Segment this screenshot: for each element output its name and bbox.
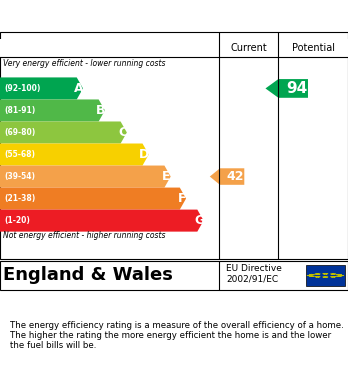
Polygon shape (0, 210, 204, 231)
Text: 42: 42 (227, 170, 244, 183)
Text: (1-20): (1-20) (4, 216, 30, 225)
Polygon shape (266, 79, 308, 98)
Text: C: C (118, 126, 127, 139)
Text: Very energy efficient - lower running costs: Very energy efficient - lower running co… (3, 59, 166, 68)
Text: (92-100): (92-100) (4, 84, 41, 93)
Text: EU Directive
2002/91/EC: EU Directive 2002/91/EC (226, 264, 282, 284)
Text: A: A (74, 82, 84, 95)
Text: D: D (139, 148, 150, 161)
Text: F: F (177, 192, 186, 205)
Polygon shape (0, 122, 127, 143)
Bar (306, 265, 345, 286)
Text: Potential: Potential (292, 43, 335, 53)
Text: Not energy efficient - higher running costs: Not energy efficient - higher running co… (3, 231, 166, 240)
Text: E: E (162, 170, 171, 183)
Text: Energy Efficiency Rating: Energy Efficiency Rating (50, 5, 298, 23)
Text: 94: 94 (286, 81, 307, 96)
Text: (81-91): (81-91) (4, 106, 35, 115)
Text: England & Wales: England & Wales (3, 266, 173, 285)
Polygon shape (0, 99, 105, 122)
Polygon shape (0, 143, 149, 165)
Text: G: G (194, 214, 204, 227)
Text: (39-54): (39-54) (4, 172, 35, 181)
Polygon shape (210, 168, 244, 185)
Text: (21-38): (21-38) (4, 194, 35, 203)
Polygon shape (0, 165, 171, 188)
Text: B: B (96, 104, 105, 117)
Text: (55-68): (55-68) (4, 150, 35, 159)
Text: (69-80): (69-80) (4, 128, 35, 137)
Bar (0, 39, 348, 57)
Polygon shape (0, 188, 186, 210)
Text: The energy efficiency rating is a measure of the overall efficiency of a home. T: The energy efficiency rating is a measur… (10, 321, 344, 350)
Text: Current: Current (230, 43, 267, 53)
Polygon shape (0, 77, 83, 99)
